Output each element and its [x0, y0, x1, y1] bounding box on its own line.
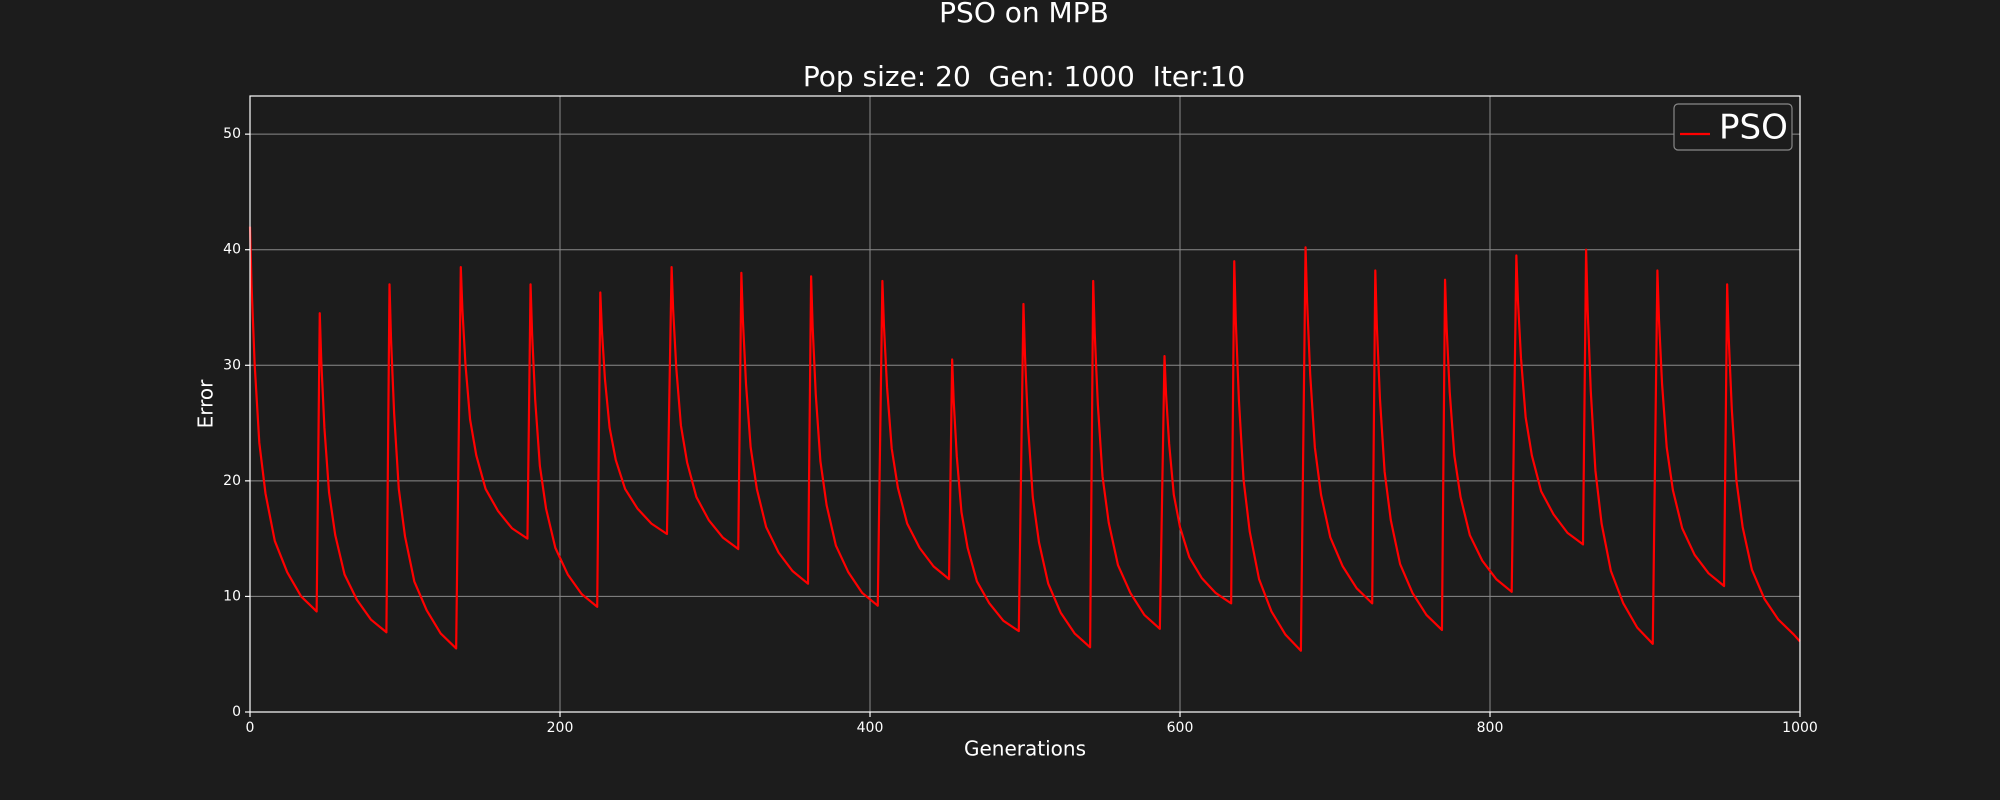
- legend-box: [1673, 103, 1793, 151]
- y-tick-label: 10: [223, 588, 241, 604]
- y-tick-label: 50: [223, 126, 241, 142]
- y-tick-label: 0: [232, 704, 241, 720]
- chart-subtitle: Pop size: 20 Gen: 1000 Iter:10: [803, 60, 1245, 93]
- plot-frame: [249, 95, 1801, 713]
- y-tick-label: 40: [223, 242, 241, 258]
- legend-label: PSO: [1719, 108, 1788, 148]
- legend: PSO: [1673, 103, 1793, 151]
- y-axis-label: Error: [194, 379, 218, 429]
- x-tick-label: 1000: [1782, 720, 1818, 736]
- x-axis-label: Generations: [964, 737, 1086, 761]
- x-tick-label: 800: [1477, 720, 1504, 736]
- y-tick-label: 30: [223, 357, 241, 373]
- x-tick-label: 0: [246, 720, 255, 736]
- x-tick-label: 400: [857, 720, 884, 736]
- x-tick-label: 200: [547, 720, 574, 736]
- y-tick-label: 20: [223, 473, 241, 489]
- chart-title: PSO on MPB: [939, 0, 1109, 29]
- line-series: [248, 226, 1801, 652]
- x-tick-label: 600: [1167, 720, 1194, 736]
